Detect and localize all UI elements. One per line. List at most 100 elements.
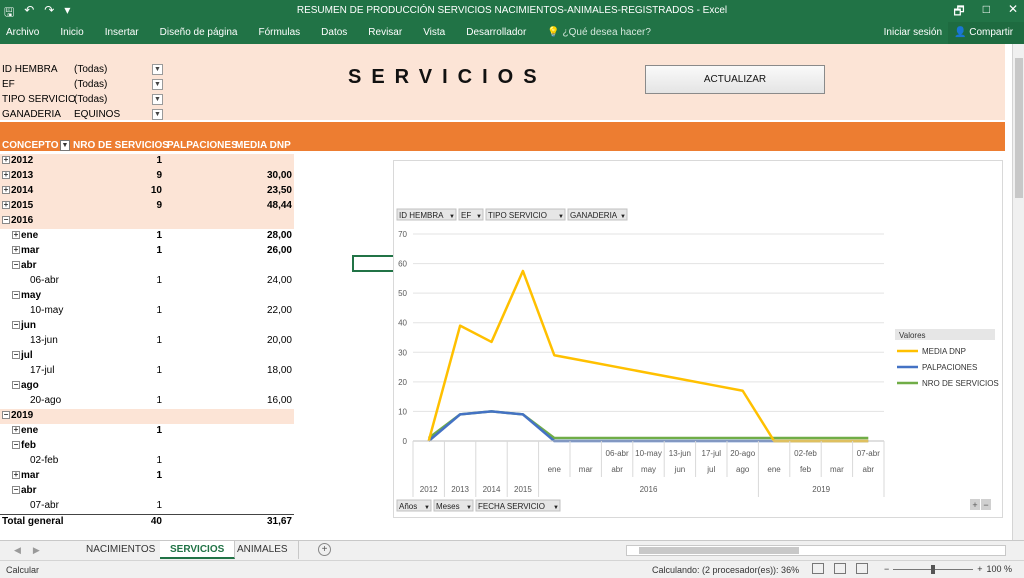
expand-chart-icon[interactable] (970, 499, 980, 510)
sheet-tab-servicios[interactable]: SERVICIOS (160, 541, 236, 559)
ribbon-tab[interactable]: Inicio (60, 27, 84, 38)
collapse-icon[interactable]: − (2, 410, 10, 420)
pivot-row[interactable]: +2014 10 23,50 (0, 184, 294, 199)
pivot-row[interactable]: 07-abr 1 (0, 499, 294, 514)
collapse-icon[interactable]: − (12, 350, 20, 360)
collapse-icon[interactable]: − (2, 215, 10, 225)
pivot-row[interactable]: + mar 1 26,00 (0, 244, 294, 259)
concept-filter-icon[interactable]: ▼ (60, 140, 70, 151)
zoom-out-icon[interactable]: − (884, 564, 890, 574)
expand-icon[interactable]: + (2, 200, 10, 210)
pivot-total-row[interactable]: Total general 40 31,67 (0, 514, 294, 529)
close-icon[interactable]: ✕ (1007, 2, 1018, 16)
sheet-tab-nacimientos[interactable]: NACIMIENTOS (76, 541, 167, 559)
expand-icon[interactable]: + (12, 230, 20, 240)
zoom-knob[interactable] (931, 564, 936, 574)
share-button[interactable]: 👤 Compartir (948, 22, 1024, 44)
expand-icon[interactable]: + (2, 170, 10, 180)
pivot-row[interactable]: 17-jul 1 18,00 (0, 364, 294, 379)
pivot-row[interactable]: + ene 1 28,00 (0, 229, 294, 244)
pivot-row[interactable]: 10-may 1 22,00 (0, 304, 294, 319)
expand-icon[interactable]: + (12, 425, 20, 435)
chart-filter-label[interactable]: GANADERIA (570, 211, 618, 220)
pivot-chart[interactable]: ID HEMBRA ▼ EF ▼ TIPO SERVICIO ▼ GANADERIA ▼ 0 10… (393, 160, 1003, 518)
sheet-tab-animales[interactable]: ANIMALES (227, 541, 299, 559)
expand-icon[interactable]: + (12, 470, 20, 480)
undo-icon[interactable]: ↶ (24, 3, 35, 17)
filter-dropdown-icon[interactable]: ▼ (152, 79, 163, 90)
axis-field-button[interactable] (433, 499, 474, 512)
redo-icon[interactable]: ↷ (44, 3, 55, 17)
pivot-row[interactable]: +2013 9 30,00 (0, 169, 294, 184)
expand-icon[interactable]: + (2, 185, 10, 195)
pivot-row[interactable]: − feb (0, 439, 294, 454)
pivot-row[interactable]: −2019 (0, 409, 294, 424)
collapse-icon[interactable]: − (12, 380, 20, 390)
add-sheet-icon[interactable]: + (318, 543, 331, 556)
ribbon-tab[interactable]: Desarrollador (466, 27, 527, 38)
collapse-icon[interactable]: − (12, 290, 20, 300)
ribbon-tab[interactable]: Vista (423, 27, 446, 38)
expand-icon[interactable]: + (12, 245, 20, 255)
worksheet[interactable]: ID HEMBRA (Todas) ▼ EF (Todas) ▼ TIPO SE… (0, 44, 1012, 540)
pivot-row[interactable]: + mar 1 (0, 469, 294, 484)
update-button[interactable]: ACTUALIZAR (645, 65, 825, 94)
zoom-slider[interactable] (893, 564, 974, 574)
selected-cell[interactable] (352, 255, 396, 272)
chart-filter-label[interactable]: EF (461, 211, 471, 220)
customize-qat-icon[interactable]: ▾ (64, 3, 71, 17)
ribbon-tab[interactable]: Archivo (6, 27, 40, 38)
chart-filter-button[interactable] (485, 208, 566, 221)
chart-filter-label[interactable]: TIPO SERVICIO (488, 211, 547, 220)
zoom-in-icon[interactable]: + (977, 564, 983, 574)
chart-filter-label[interactable]: ID HEMBRA (399, 211, 444, 220)
tell-me-search[interactable]: 💡 ¿Qué desea hacer? (547, 27, 651, 38)
collapse-chart-icon[interactable] (981, 499, 991, 510)
vertical-scrollbar[interactable] (1012, 44, 1024, 540)
pivot-row[interactable]: − jul (0, 349, 294, 364)
pivot-row[interactable]: 20-ago 1 16,00 (0, 394, 294, 409)
page-break-view-icon[interactable] (856, 563, 868, 574)
filter-dropdown-icon[interactable]: ▼ (152, 94, 163, 105)
pivot-row[interactable]: 06-abr 1 24,00 (0, 274, 294, 289)
filter-dropdown-icon[interactable]: ▼ (152, 109, 163, 120)
horizontal-scrollbar[interactable] (626, 545, 1006, 556)
pivot-row[interactable]: − jun (0, 319, 294, 334)
save-icon[interactable]: 🖫 (4, 5, 15, 19)
chart-filter-button[interactable] (396, 208, 457, 221)
normal-view-icon[interactable] (812, 563, 824, 574)
axis-field-label[interactable]: Meses (436, 502, 460, 511)
ribbon-tab[interactable]: Datos (321, 27, 348, 38)
pivot-row[interactable]: − abr (0, 259, 294, 274)
sheet-nav-arrows[interactable]: ◀▶ (14, 545, 52, 555)
signin-link[interactable]: Iniciar sesión (883, 27, 942, 38)
expand-chart-label[interactable]: + (972, 500, 977, 510)
collapse-icon[interactable]: − (12, 260, 20, 270)
ribbon-tab[interactable]: Diseño de página (159, 27, 238, 38)
scroll-thumb[interactable] (639, 547, 799, 554)
page-layout-view-icon[interactable] (834, 563, 846, 574)
ribbon-tab[interactable]: Insertar (104, 27, 139, 38)
axis-field-label[interactable]: Años (399, 502, 417, 511)
axis-field-button[interactable] (396, 499, 432, 512)
ribbon-tab[interactable]: Fórmulas (258, 27, 301, 38)
pivot-row[interactable]: + ene 1 (0, 424, 294, 439)
pivot-row[interactable]: 13-jun 1 20,00 (0, 334, 294, 349)
pivot-row[interactable]: +2015 9 48,44 (0, 199, 294, 214)
chart-filter-button[interactable] (567, 208, 628, 221)
pivot-row[interactable]: − ago (0, 379, 294, 394)
axis-field-label[interactable]: FECHA SERVICIO (478, 502, 545, 511)
zoom-level[interactable]: 100 % (986, 564, 1013, 574)
scroll-thumb[interactable] (1015, 58, 1023, 198)
axis-field-button[interactable] (475, 499, 561, 512)
collapse-icon[interactable]: − (12, 440, 20, 450)
collapse-chart-label[interactable]: − (983, 500, 988, 510)
collapse-icon[interactable]: − (12, 320, 20, 330)
pivot-row[interactable]: − may (0, 289, 294, 304)
pivot-row[interactable]: − abr (0, 484, 294, 499)
pivot-row[interactable]: −2016 (0, 214, 294, 229)
maximize-icon[interactable]: □ (982, 2, 990, 16)
expand-icon[interactable]: + (2, 155, 10, 165)
filter-dropdown-icon[interactable]: ▼ (152, 64, 163, 75)
chart-filter-button[interactable] (458, 208, 484, 221)
